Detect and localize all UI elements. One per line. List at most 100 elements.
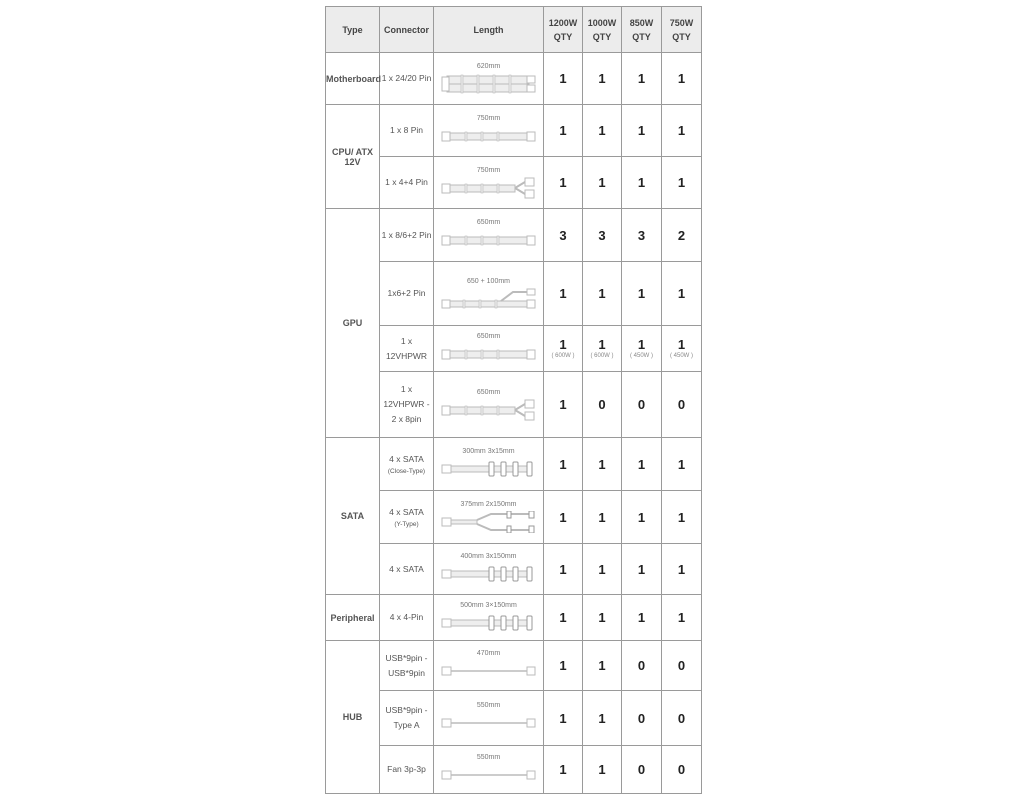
table-row: HUB USB*9pin - USB*9pin 470mm 1 1 0 0 [325,640,702,794]
qty-value: 0 [598,397,606,412]
table-row: 4 x SATA (Y-Type) 375mm 2x150mm 1 1 1 1 [326,490,702,544]
qty-cell: 1 [661,104,702,157]
qty-cell: 1( 600W ) [543,325,583,372]
connector-cell: 1 x 24/20 Pin [379,52,434,105]
cable-illustration [441,235,535,246]
qty-cell: 0 [661,640,702,691]
qty-value: 1 [559,509,567,525]
cable-illustration [441,74,535,93]
length-cell: 650mm [433,208,544,262]
column-header: 750W QTY [661,6,702,53]
qty-value: 0 [677,710,686,726]
qty-cell: 1 [661,437,702,491]
length-cell: 375mm 2x150mm [433,490,544,544]
length-cell: 650 + 100mm [433,261,544,326]
qty-value: 1 [559,123,567,138]
qty-value: 1 [677,71,686,86]
qty-value: 1 [559,456,567,472]
qty-cell: 1 [582,437,622,491]
cable-illustration [441,666,535,675]
qty-cell: 1 [543,594,583,641]
connector-cell: 1x6+2 Pin [379,261,434,326]
qty-value: 3 [598,227,606,243]
connector-cell: 4 x SATA (Close-Type) [379,437,434,491]
cable-type: CPU/ ATX 12V [325,104,380,209]
qty-value: 1 [559,337,567,352]
qty-value: 1 [598,610,606,625]
connector-label: 1x6+2 Pin [387,288,426,298]
cable-illustration [441,511,534,533]
column-header: Type [325,6,380,53]
header-row: Type Connector Length 1200W QTY 1000W QTY 850… [325,6,702,53]
cable-illustration [441,349,535,359]
cable-type: SATA [325,437,380,595]
table-row: Fan 3p-3p 550mm 1 1 0 0 [326,745,702,794]
connector-label: 4 x 4-Pin [389,612,424,622]
qty-value: 0 [677,658,686,673]
qty-value: 1 [598,710,606,726]
table-row: Motherboard 1 x 24/20 Pin 620mm 1 1 1 1 [325,52,702,105]
table-row: CPU/ ATX 12V 1 x 8 Pin 750mm 1 1 1 1 [325,104,702,209]
table-row: Peripheral 4 x 4-Pin 500mm 3×150mm 1 1 1 1 [325,594,702,641]
qty-value: 1 [677,337,686,352]
connector-label: 4 x SATA [389,453,424,464]
qty-value: 0 [677,762,686,777]
qty-value: 1 [598,561,606,577]
qty-cell: 1 [582,104,622,157]
length-cell: 650mm [433,371,544,438]
connector-label: 4 x SATA [389,563,424,574]
cable-illustration [441,177,534,198]
length-label: 650mm [476,219,501,226]
qty-cell: 1 [621,543,662,595]
psu-cable-table: Type Connector Length 1200W QTY 1000W QTY 850… [325,6,702,794]
qty-value: 1 [559,610,567,625]
qty-value: 1 [559,561,567,577]
qty-cell: 1 [582,594,622,641]
qty-cell: 1 [621,104,662,157]
qty-value: 1 [677,456,686,472]
qty-cell: 1( 450W ) [661,325,702,372]
length-cell: 650mm [433,325,544,372]
connector-cell: 4 x 4-Pin [379,594,434,641]
connector-cell: USB*9pin - Type A [379,690,434,746]
qty-cell: 0 [621,640,662,691]
qty-value: 1 [677,286,686,301]
qty-cell: 0 [582,371,622,438]
column-header: Connector [379,6,434,53]
connector-label: 4 x SATA [389,506,424,517]
qty-value: 1 [637,509,646,525]
qty-value: 1 [598,71,606,86]
qty-value: 1 [559,658,567,673]
length-cell: 620mm [433,52,544,105]
table-row: SATA 4 x SATA (Close-Type) 300mm 3x15mm 1 1 1 1 [325,437,702,595]
qty-cell: 1 [582,640,622,691]
table-row: GPU 1 x 8/6+2 Pin 650mm 3 3 3 2 [325,208,702,438]
qty-cell: 1 [661,261,702,326]
qty-cell: 1 [621,490,662,544]
qty-value: 1 [677,175,686,190]
connector-cell: 1 x 8 Pin [379,104,434,157]
connector-cell: 1 x 8/6+2 Pin [379,208,434,262]
column-header: Length [433,6,544,53]
qty-cell: 1 [582,745,622,794]
length-label: 750mm [476,166,501,174]
table-row: 1 x 12VHPWR - 2 x 8pin 650mm 1 0 0 0 [326,371,702,438]
wattage-note: ( 450W ) [629,353,653,359]
qty-value: 1 [637,610,646,625]
length-label: 300mm 3x15mm [462,448,515,455]
length-cell: 750mm [433,104,544,157]
length-cell: 550mm [433,745,544,794]
qty-value: 1 [559,286,567,301]
qty-cell: 0 [661,745,702,794]
cable-illustration [441,615,532,630]
length-label: 650 + 100mm [467,277,510,285]
wattage-note: ( 600W ) [590,353,614,359]
length-label: 650mm [476,388,501,396]
qty-cell: 1 [621,594,662,641]
connector-label: USB*9pin - Type A [385,705,428,730]
cable-illustration [441,770,535,779]
wattage-note: ( 600W ) [551,353,575,359]
qty-value: 1 [637,286,646,301]
qty-value: 1 [637,337,646,352]
qty-value: 1 [598,456,606,472]
